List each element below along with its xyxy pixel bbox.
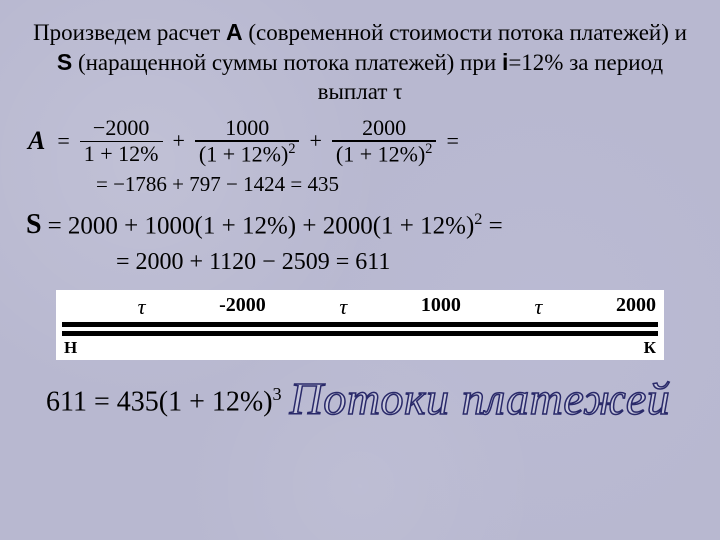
plus-icon: + bbox=[309, 128, 321, 154]
timeline-tau: τ bbox=[266, 294, 421, 320]
eqA-frac1: −2000 1 + 12% bbox=[80, 116, 163, 166]
timeline-val: 2000 bbox=[616, 294, 656, 320]
plus-icon: + bbox=[173, 128, 185, 154]
intro-t3: (наращенной суммы потока платежей) при bbox=[72, 50, 502, 75]
timeline-val: -2000 bbox=[219, 294, 266, 320]
slide-title: Потоки платежей bbox=[290, 372, 671, 425]
intro-t2: (современной стоимости потока платежей) … bbox=[243, 20, 687, 45]
final-row: 611 = 435(1 + 12%)3 Потоки платежей bbox=[26, 368, 694, 421]
eqA-f3-den: (1 + 12%)2 bbox=[332, 142, 437, 167]
intro-t1: Произведем расчет bbox=[33, 20, 226, 45]
eqA-var: A bbox=[28, 126, 45, 156]
eqA-line2: = −1786 + 797 − 1424 = 435 bbox=[96, 172, 694, 197]
timeline-val: 1000 bbox=[421, 294, 461, 320]
eqA-frac2: 1000 (1 + 12%)2 bbox=[195, 116, 300, 166]
intro-S: S bbox=[57, 49, 72, 75]
eqS-body: = 2000 + 1000(1 + 12%) + 2000(1 + 12%)2 … bbox=[48, 210, 503, 240]
timeline-end: К bbox=[644, 338, 656, 358]
timeline-bar bbox=[62, 322, 658, 336]
timeline-bottom: Н К bbox=[62, 338, 658, 358]
eqA-f1-den: 1 + 12% bbox=[80, 142, 163, 166]
timeline-start: Н bbox=[64, 338, 77, 358]
timeline-labels: τ -2000 τ 1000 τ 2000 bbox=[62, 294, 658, 320]
equation-S: S = 2000 + 1000(1 + 12%) + 2000(1 + 12%)… bbox=[26, 209, 694, 241]
eqA-f2-num: 1000 bbox=[221, 116, 273, 140]
eqS-line2: = 2000 + 1120 − 2509 = 611 bbox=[116, 249, 694, 276]
eqA-f1-num: −2000 bbox=[89, 116, 153, 140]
eqA-f2-den: (1 + 12%)2 bbox=[195, 142, 300, 167]
eqS-var: S bbox=[26, 209, 42, 241]
equation-A: A = −2000 1 + 12% + 1000 (1 + 12%)2 + 20… bbox=[26, 116, 694, 166]
timeline-tau: τ bbox=[461, 294, 616, 320]
final-equation: 611 = 435(1 + 12%)3 bbox=[46, 384, 282, 418]
intro-A: A bbox=[226, 19, 243, 45]
eqA-f3-num: 2000 bbox=[358, 116, 410, 140]
eqA-eq: = bbox=[57, 128, 69, 154]
timeline-tau: τ bbox=[64, 294, 219, 320]
timeline-diagram: τ -2000 τ 1000 τ 2000 Н К bbox=[56, 290, 664, 360]
eqA-frac3: 2000 (1 + 12%)2 bbox=[332, 116, 437, 166]
eqA-tail: = bbox=[446, 128, 458, 154]
intro-text: Произведем расчет A (современной стоимос… bbox=[26, 18, 694, 106]
intro-tau: τ bbox=[393, 79, 402, 104]
